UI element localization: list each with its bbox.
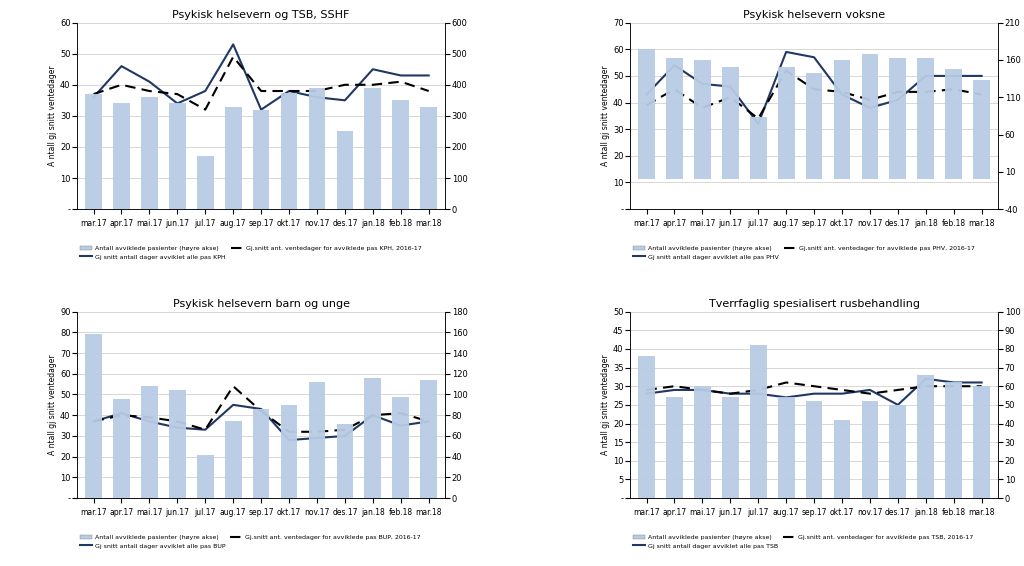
- Title: Psykisk helsevern barn og unge: Psykisk helsevern barn og unge: [173, 299, 349, 310]
- Title: Psykisk helsevern og TSB, SSHF: Psykisk helsevern og TSB, SSHF: [172, 11, 350, 20]
- Bar: [638, 49, 655, 179]
- Bar: [141, 386, 158, 498]
- Bar: [169, 391, 185, 498]
- Bar: [861, 401, 879, 498]
- Bar: [778, 397, 795, 498]
- Bar: [945, 383, 963, 498]
- Bar: [113, 104, 130, 209]
- Legend: Antall avviklede pasienter (høyre akse), Gj snitt antall dager avviklet alle pas: Antall avviklede pasienter (høyre akse),…: [633, 535, 973, 548]
- Bar: [420, 106, 437, 209]
- Bar: [806, 401, 822, 498]
- Y-axis label: A ntall gj snitt ventedager: A ntall gj snitt ventedager: [48, 66, 57, 166]
- Bar: [778, 67, 795, 179]
- Y-axis label: A ntall gj snitt ventedager: A ntall gj snitt ventedager: [48, 354, 57, 455]
- Legend: Antall avviklede pasienter (høyre akse), Gj snitt antall dager avviklet alle pas: Antall avviklede pasienter (høyre akse),…: [80, 535, 421, 548]
- Bar: [365, 88, 381, 209]
- Bar: [225, 106, 242, 209]
- Bar: [113, 398, 130, 498]
- Bar: [308, 88, 326, 209]
- Bar: [666, 397, 683, 498]
- Bar: [141, 97, 158, 209]
- Bar: [337, 423, 353, 498]
- Bar: [337, 131, 353, 209]
- Bar: [861, 54, 879, 179]
- Bar: [392, 397, 410, 498]
- Bar: [253, 110, 269, 209]
- Bar: [834, 420, 850, 498]
- Bar: [169, 104, 185, 209]
- Bar: [694, 60, 711, 179]
- Bar: [834, 60, 850, 179]
- Bar: [638, 357, 655, 498]
- Bar: [945, 69, 963, 179]
- Bar: [722, 67, 738, 179]
- Bar: [666, 58, 683, 179]
- Bar: [750, 117, 767, 179]
- Bar: [392, 100, 410, 209]
- Bar: [85, 94, 102, 209]
- Bar: [253, 409, 269, 498]
- Bar: [750, 345, 767, 498]
- Bar: [365, 378, 381, 498]
- Y-axis label: A ntall gj snitt ventedager: A ntall gj snitt ventedager: [601, 354, 610, 455]
- Title: Tverrfaglig spesialisert rusbehandling: Tverrfaglig spesialisert rusbehandling: [709, 299, 920, 310]
- Bar: [918, 375, 934, 498]
- Bar: [806, 72, 822, 179]
- Bar: [973, 386, 990, 498]
- Bar: [973, 80, 990, 179]
- Title: Psykisk helsevern voksne: Psykisk helsevern voksne: [743, 11, 885, 20]
- Legend: Antall avviklede pasienter (høyre akse), Gj snitt antall dager avviklet alle pas: Antall avviklede pasienter (høyre akse),…: [633, 246, 975, 260]
- Bar: [281, 93, 297, 209]
- Y-axis label: A ntall gj snitt ventedager: A ntall gj snitt ventedager: [601, 66, 610, 166]
- Bar: [308, 382, 326, 498]
- Bar: [281, 405, 297, 498]
- Bar: [420, 380, 437, 498]
- Bar: [694, 386, 711, 498]
- Bar: [890, 58, 906, 179]
- Legend: Antall avviklede pasienter (høyre akse), Gj snitt antall dager avviklet alle pas: Antall avviklede pasienter (høyre akse),…: [80, 246, 421, 260]
- Bar: [197, 454, 214, 498]
- Bar: [197, 156, 214, 209]
- Bar: [722, 397, 738, 498]
- Bar: [225, 422, 242, 498]
- Bar: [890, 405, 906, 498]
- Bar: [918, 58, 934, 179]
- Bar: [85, 335, 102, 498]
